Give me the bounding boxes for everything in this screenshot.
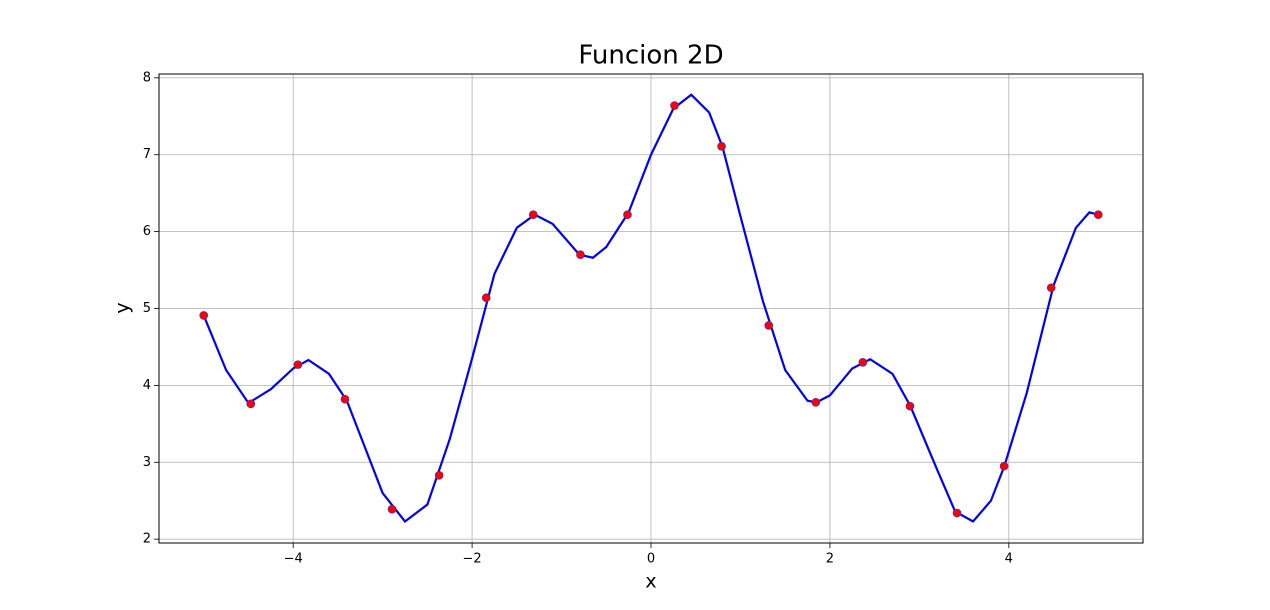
point [199, 311, 209, 320]
x-tick-label: 4 [1005, 552, 1013, 567]
plot-frame [158, 73, 1144, 544]
x-tick-label: 2 [826, 552, 834, 567]
y-axis-label: y [112, 302, 134, 313]
y-tick-label: 6 [143, 224, 151, 239]
point [623, 210, 632, 219]
chart-title: Funcion 2D [578, 41, 723, 71]
point [764, 321, 774, 330]
point [1046, 283, 1056, 293]
point [952, 508, 962, 518]
x-tick-label: −2 [463, 552, 482, 567]
point [576, 250, 585, 259]
x-tick-label: −4 [284, 552, 303, 567]
y-tick-label: 8 [143, 70, 151, 85]
y-tick-label: 4 [143, 378, 151, 393]
y-tick-label: 7 [143, 147, 151, 162]
point [387, 504, 397, 514]
y-tick-label: 5 [143, 301, 151, 316]
point [999, 461, 1009, 471]
point [811, 397, 821, 407]
point [481, 293, 491, 303]
y-tick-label: 2 [143, 532, 151, 547]
y-tick-label: 3 [143, 455, 151, 470]
point [717, 141, 726, 151]
point [434, 471, 444, 480]
point [528, 210, 538, 219]
point [1093, 210, 1103, 219]
point [905, 401, 915, 411]
point [340, 394, 350, 404]
x-axis-label: x [645, 571, 656, 593]
point [246, 399, 256, 409]
x-tick-label: 0 [647, 552, 655, 567]
point [293, 360, 303, 369]
point [858, 358, 868, 367]
point [670, 101, 679, 110]
